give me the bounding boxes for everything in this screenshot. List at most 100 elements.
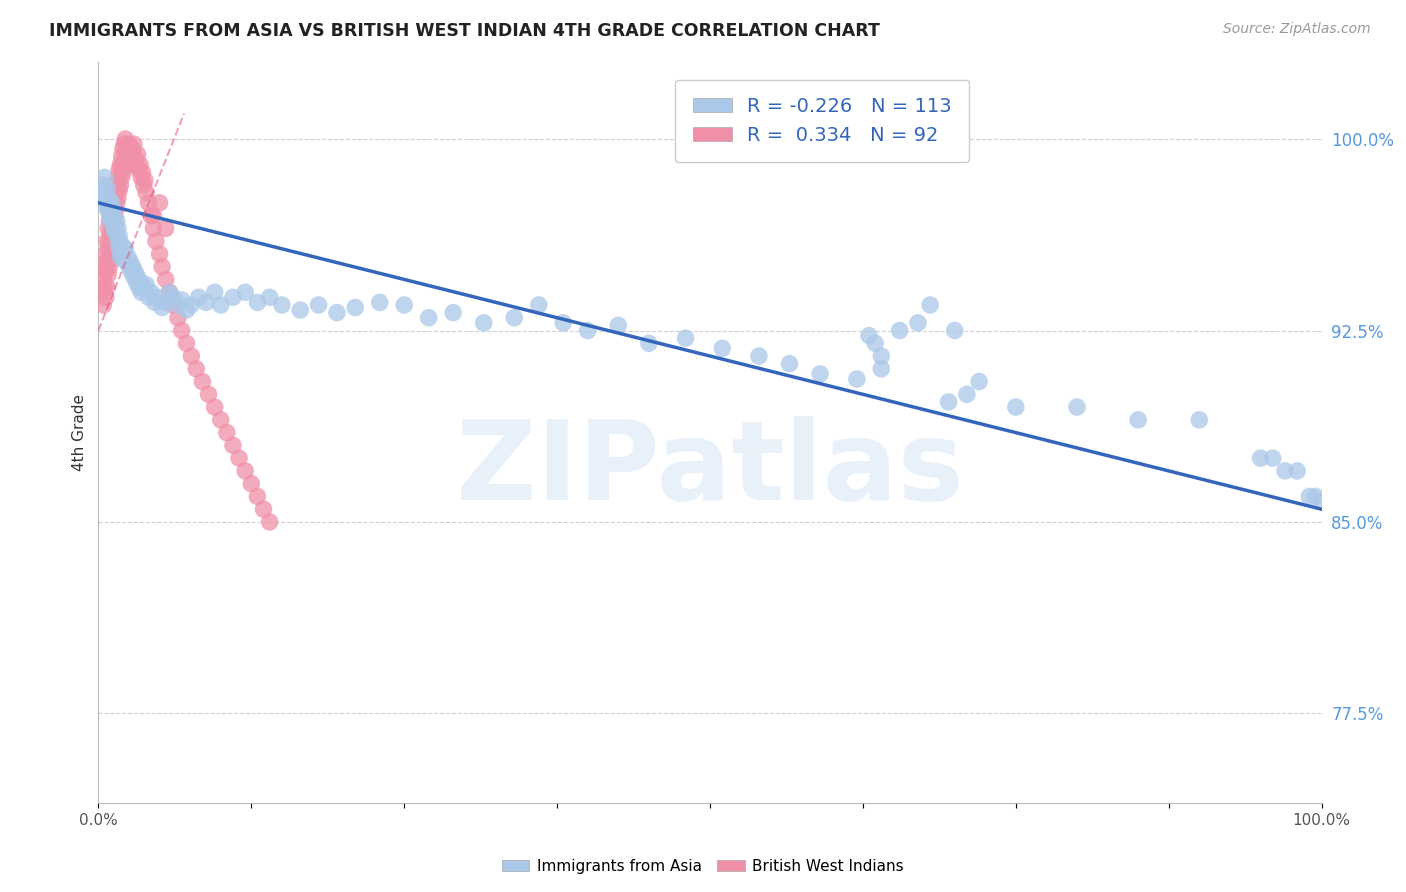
Point [246, 490, 269, 504]
Point [870, 349, 893, 363]
Point [943, 324, 966, 338]
Point [186, 361, 208, 376]
Point [111, 170, 134, 185]
Point [195, 295, 218, 310]
Point [143, 295, 166, 310]
Point [120, 265, 142, 279]
Point [101, 216, 124, 230]
Point [121, 142, 143, 156]
Point [259, 290, 281, 304]
Point [107, 191, 129, 205]
Point [111, 239, 134, 253]
Point [1249, 451, 1271, 466]
Point [131, 165, 153, 179]
Point [100, 227, 122, 241]
Point [222, 438, 245, 452]
Point [100, 209, 122, 223]
Point [120, 153, 142, 167]
Point [108, 242, 131, 256]
Point [270, 298, 294, 312]
Point [104, 203, 127, 218]
Point [259, 515, 281, 529]
Point [96, 234, 118, 248]
Point [98, 234, 121, 248]
Point [240, 476, 263, 491]
Point [392, 298, 416, 312]
Point [103, 224, 125, 238]
Point [112, 157, 135, 171]
Text: IMMIGRANTS FROM ASIA VS BRITISH WEST INDIAN 4TH GRADE CORRELATION CHART: IMMIGRANTS FROM ASIA VS BRITISH WEST IND… [49, 22, 880, 40]
Point [91, 285, 114, 300]
Point [170, 324, 193, 338]
Point [138, 195, 160, 210]
Point [118, 260, 141, 274]
Point [110, 178, 132, 192]
Point [111, 252, 134, 266]
Point [121, 260, 143, 274]
Point [91, 178, 114, 192]
Point [142, 209, 165, 223]
Point [118, 137, 141, 152]
Point [139, 285, 162, 300]
Point [607, 318, 630, 333]
Point [157, 285, 180, 300]
Point [101, 195, 124, 210]
Point [108, 183, 131, 197]
Point [1066, 400, 1088, 414]
Point [108, 229, 131, 244]
Point [114, 153, 136, 167]
Point [956, 387, 979, 401]
Point [101, 201, 124, 215]
Point [110, 236, 132, 251]
Point [246, 295, 269, 310]
Point [146, 290, 169, 304]
Point [112, 247, 135, 261]
Point [91, 272, 114, 286]
Point [233, 464, 256, 478]
Point [967, 375, 990, 389]
Point [114, 132, 136, 146]
Point [180, 349, 202, 363]
Point [117, 142, 139, 156]
Point [114, 242, 136, 256]
Point [252, 502, 274, 516]
Point [233, 285, 256, 300]
Point [103, 211, 125, 226]
Point [105, 195, 128, 210]
Point [808, 367, 831, 381]
Point [228, 451, 250, 466]
Point [94, 247, 117, 261]
Point [870, 361, 893, 376]
Point [167, 298, 190, 312]
Point [98, 206, 121, 220]
Point [215, 425, 238, 440]
Point [94, 290, 117, 304]
Point [128, 162, 150, 177]
Point [129, 157, 152, 171]
Point [1305, 490, 1327, 504]
Point [93, 280, 115, 294]
Point [167, 310, 190, 325]
Point [441, 305, 464, 319]
Point [100, 252, 122, 266]
Point [1128, 413, 1150, 427]
Point [93, 260, 115, 274]
Point [344, 301, 367, 315]
Point [142, 221, 165, 235]
Point [132, 178, 155, 192]
Point [111, 142, 134, 156]
Point [111, 150, 134, 164]
Point [122, 269, 145, 284]
Point [94, 265, 117, 279]
Point [124, 157, 146, 171]
Point [162, 290, 184, 304]
Point [938, 395, 960, 409]
Point [162, 298, 184, 312]
Point [472, 316, 495, 330]
Point [1310, 494, 1333, 508]
Point [101, 209, 124, 223]
Point [110, 250, 132, 264]
Point [125, 153, 148, 167]
Point [149, 247, 172, 261]
Point [120, 254, 142, 268]
